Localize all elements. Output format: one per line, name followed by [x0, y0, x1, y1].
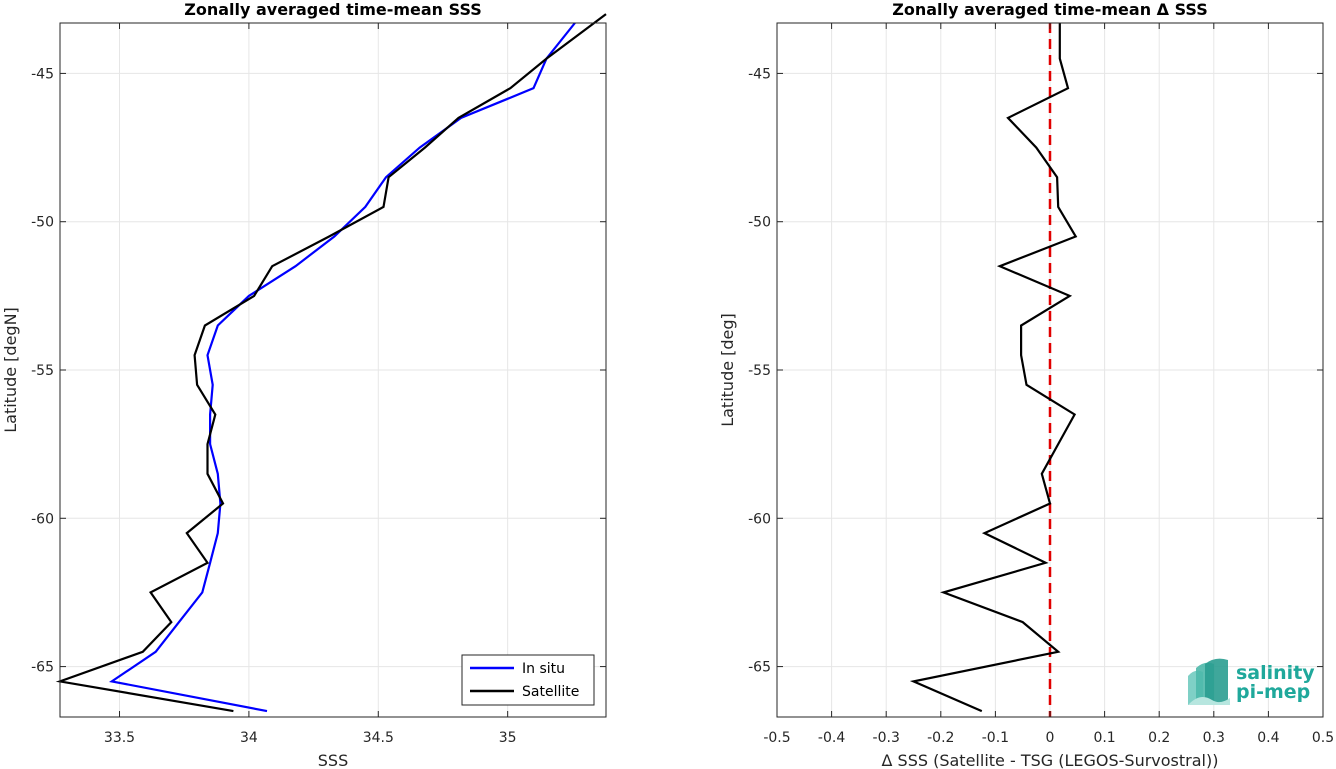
left-series: [55, 13, 607, 713]
right-y-axis-label: Latitude [deg]: [718, 313, 737, 427]
right-ytick-label: -45: [748, 66, 771, 82]
right-xtick-label: -0.1: [982, 730, 1009, 746]
left-xtick-label: 34: [240, 730, 258, 746]
right-ytick-label: -55: [748, 363, 771, 379]
left-axes: 33.5 34 34.5 35 -45 -50 -55 -60 -65 Zonally aver…: [1, 0, 607, 769]
right-ytick-label: -60: [748, 511, 771, 527]
left-satellite-line: [55, 13, 607, 713]
left-ticks: 33.5 34 34.5 35 -45 -50 -55 -60 -65: [31, 23, 606, 746]
left-xtick-label: 33.5: [104, 730, 135, 746]
right-ytick-label: -65: [748, 660, 771, 676]
right-xtick-label: 0.1: [1093, 730, 1115, 746]
left-x-axis-label: SSS: [318, 751, 348, 769]
logo-text-line1: salinity: [1236, 662, 1315, 684]
left-ytick-label: -55: [31, 363, 54, 379]
right-xtick-label: 0.2: [1148, 730, 1170, 746]
right-xtick-label: -0.5: [763, 730, 790, 746]
left-xtick-label: 34.5: [363, 730, 394, 746]
legend: In situ Satellite: [461, 654, 595, 706]
right-axes: -0.5 -0.4 -0.3 -0.2 -0.1 0 0.1 0.2 0.3 0.4 0.5 -45 -…: [718, 0, 1334, 769]
right-xtick-label: 0.5: [1312, 730, 1334, 746]
salinity-pi-mep-logo: salinity pi-mep: [1188, 658, 1315, 705]
right-ticks: -0.5 -0.4 -0.3 -0.2 -0.1 0 0.1 0.2 0.3 0.4 0.5 -45 -…: [748, 23, 1334, 746]
left-ytick-label: -45: [31, 66, 54, 82]
right-x-axis-label: Δ SSS (Satellite - TSG (LEGOS-Survostral…: [882, 751, 1219, 769]
left-y-axis-label: Latitude [degN]: [1, 307, 20, 433]
legend-label-satellite: Satellite: [522, 684, 579, 700]
right-ytick-label: -50: [748, 215, 771, 231]
left-ytick-label: -65: [31, 660, 54, 676]
right-chart-title: Zonally averaged time-mean Δ SSS: [892, 0, 1208, 19]
left-ytick-label: -50: [31, 215, 54, 231]
legend-box: [461, 654, 595, 706]
left-ytick-label: -60: [31, 511, 54, 527]
right-xtick-label: -0.3: [873, 730, 900, 746]
right-xtick-label: -0.2: [927, 730, 954, 746]
left-chart-title: Zonally averaged time-mean SSS: [184, 0, 482, 19]
logo-wave-icon: [1188, 658, 1230, 705]
right-xtick-label: -0.4: [818, 730, 845, 746]
right-series: [909, 23, 1078, 717]
right-xtick-label: 0.3: [1203, 730, 1225, 746]
legend-label-in-situ: In situ: [522, 661, 565, 677]
logo-text-line2: pi-mep: [1236, 681, 1310, 703]
right-xtick-label: 0: [1046, 730, 1055, 746]
left-grid: [60, 23, 606, 717]
right-series-0-line: [909, 23, 1078, 713]
left-in-situ-line: [108, 22, 576, 713]
right-xtick-label: 0.4: [1257, 730, 1279, 746]
left-xtick-label: 35: [499, 730, 517, 746]
